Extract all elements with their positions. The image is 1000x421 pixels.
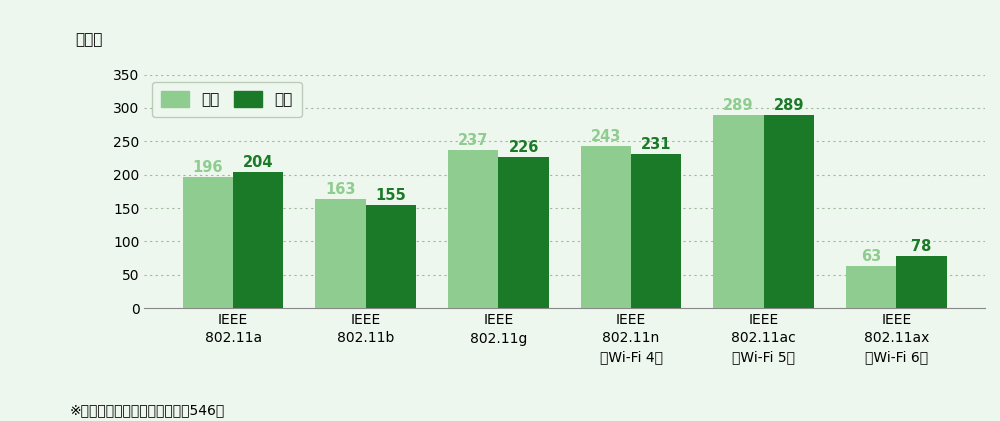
Text: ※複数回答。今回の総回答数は546。: ※複数回答。今回の総回答数は546。 xyxy=(70,403,225,417)
Bar xyxy=(581,146,631,308)
Text: 回答数: 回答数 xyxy=(75,32,102,47)
Text: 243: 243 xyxy=(591,129,621,144)
Text: 231: 231 xyxy=(641,137,672,152)
Text: 63: 63 xyxy=(861,249,881,264)
Bar xyxy=(896,256,947,308)
Text: 196: 196 xyxy=(193,160,223,176)
Legend: 前回, 今回: 前回, 今回 xyxy=(152,82,302,117)
Text: 237: 237 xyxy=(458,133,488,148)
Bar xyxy=(448,150,498,308)
Text: 289: 289 xyxy=(723,99,754,113)
Text: 226: 226 xyxy=(508,140,539,155)
Bar xyxy=(315,200,366,308)
Text: 155: 155 xyxy=(376,188,406,203)
Bar xyxy=(233,172,283,308)
Text: 204: 204 xyxy=(243,155,274,170)
Text: 163: 163 xyxy=(325,182,356,197)
Text: 前回（2021年）の総回答数は481: 前回（2021年）の総回答数は481 xyxy=(70,420,232,421)
Bar xyxy=(846,266,896,308)
Bar xyxy=(631,154,681,308)
Bar xyxy=(183,177,233,308)
Bar xyxy=(764,115,814,308)
Bar xyxy=(366,205,416,308)
Bar xyxy=(498,157,549,308)
Text: 289: 289 xyxy=(774,99,804,113)
Text: 78: 78 xyxy=(911,239,932,254)
Bar xyxy=(713,115,764,308)
